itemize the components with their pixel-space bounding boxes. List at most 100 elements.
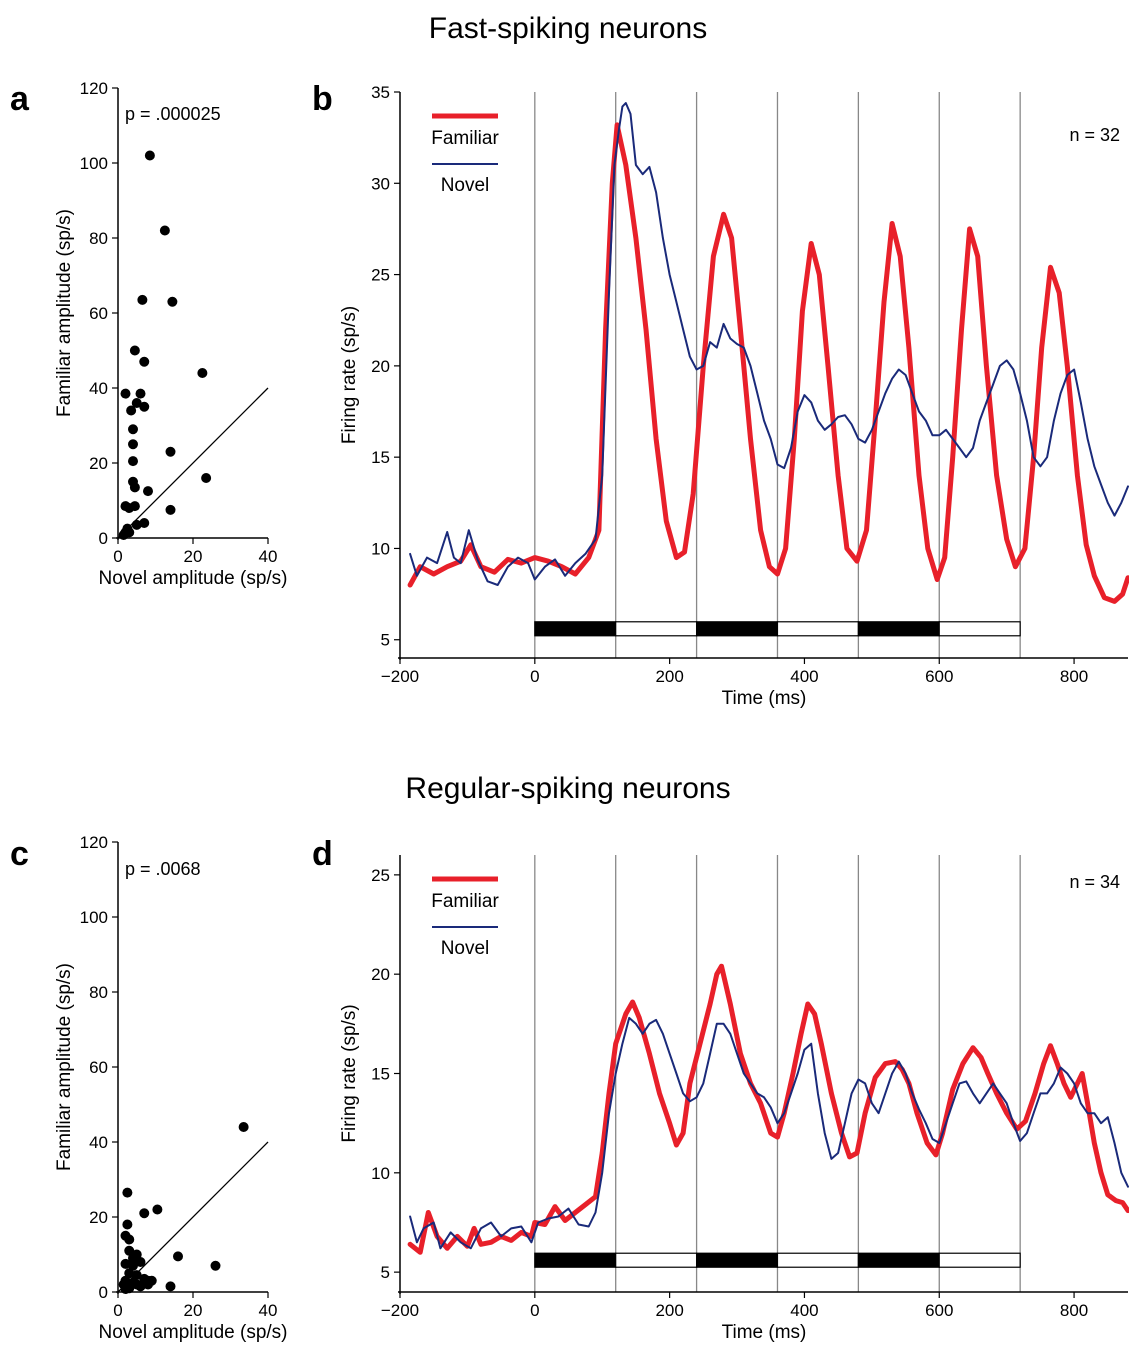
y-tick-label: 25 (371, 866, 390, 885)
y-tick-label: 120 (80, 833, 108, 852)
data-point (135, 1257, 146, 1267)
panel-a-scatter: 0 20 40 0 20 40 60 80 100 120 Novel amplitude (sp/… (10, 79, 288, 589)
data-point (137, 294, 148, 305)
series-line-novel (409, 1016, 1129, 1250)
data-point (120, 388, 131, 399)
panel-label: b (312, 80, 333, 118)
stimulus-bar-block (534, 1252, 617, 1268)
title-fast-spiking: Fast-spiking neurons (429, 12, 707, 45)
stimulus-bar-block (695, 1252, 779, 1268)
legend-label-familiar: Familiar (431, 891, 499, 912)
y-tick-label: 40 (89, 1133, 108, 1152)
x-tick-label: −200 (381, 667, 419, 686)
data-point (120, 1258, 131, 1269)
x-tick-label: −200 (381, 1301, 419, 1320)
y-tick-label: 20 (371, 965, 390, 984)
stimulus-bar-block (857, 1252, 940, 1268)
y-axis-label: Firing rate (sp/s) (339, 1004, 360, 1142)
n-annotation: n = 32 (1069, 125, 1120, 145)
data-point (131, 519, 142, 530)
panel-label: a (10, 80, 30, 118)
legend-label-familiar: Familiar (431, 128, 499, 149)
x-tick-label: 200 (655, 667, 683, 686)
x-tick-label: 600 (925, 1301, 953, 1320)
y-tick-label: 40 (89, 379, 108, 398)
data-point (146, 1275, 157, 1286)
data-point (128, 1260, 138, 1271)
x-tick-label: 0 (530, 667, 539, 686)
legend-label-novel: Novel (441, 938, 490, 959)
y-axis-label: Familiar amplitude (sp/s) (54, 209, 75, 417)
data-point (129, 501, 140, 512)
y-tick-label: 15 (371, 1065, 390, 1084)
x-tick-label: 0 (113, 547, 122, 566)
y-tick-label: 80 (89, 983, 108, 1002)
data-point (238, 1122, 249, 1132)
data-point (128, 439, 138, 450)
x-tick-label: 800 (1060, 667, 1088, 686)
y-tick-label: 10 (371, 1164, 390, 1183)
data-point (131, 398, 142, 408)
stimulus-bar-block (938, 621, 1021, 637)
data-point (131, 1249, 142, 1260)
stimulus-bar-block (615, 1252, 698, 1268)
n-annotation: n = 34 (1069, 872, 1120, 892)
stimulus-bar-block (534, 621, 617, 637)
y-tick-label: 20 (89, 454, 108, 473)
data-point (124, 1268, 135, 1279)
y-tick-label: 30 (371, 174, 390, 193)
data-point (143, 486, 153, 497)
data-point (126, 405, 137, 416)
data-point (129, 345, 140, 356)
legend-label-novel: Novel (441, 175, 490, 196)
stimulus-bar-block (776, 1252, 859, 1268)
x-tick-label: 40 (259, 1301, 278, 1320)
y-tick-label: 20 (371, 357, 390, 376)
data-point (167, 296, 178, 307)
data-point (122, 1187, 133, 1198)
panel-b-line-chart: −200 0 200 400 600 800 5 10 15 20 25 30 35 Time (ms) F… (312, 80, 1129, 709)
data-point (139, 1208, 150, 1219)
x-tick-label: 0 (113, 1301, 122, 1320)
panel-label: c (10, 835, 29, 873)
data-point (159, 225, 170, 236)
stimulus-bar-block (776, 621, 859, 637)
y-tick-label: 10 (371, 539, 390, 558)
data-point (210, 1260, 221, 1271)
x-axis-label: Novel amplitude (sp/s) (98, 568, 287, 589)
data-point (124, 1245, 135, 1256)
x-tick-label: 800 (1060, 1301, 1088, 1320)
y-tick-label: 0 (99, 529, 108, 548)
data-point (165, 446, 176, 457)
y-axis-label: Familiar amplitude (sp/s) (54, 963, 75, 1171)
data-point (131, 1270, 142, 1281)
stimulus-bar-block (857, 621, 940, 637)
data-point (165, 504, 176, 515)
data-point (139, 401, 150, 412)
y-tick-label: 15 (371, 448, 390, 467)
data-point (152, 1204, 163, 1215)
unity-line (117, 1141, 269, 1293)
x-tick-label: 400 (790, 667, 818, 686)
unity-line (117, 387, 269, 539)
y-tick-label: 100 (80, 908, 108, 927)
y-tick-label: 120 (80, 79, 108, 98)
p-value-annotation: p = .000025 (125, 104, 221, 124)
title-regular-spiking: Regular-spiking neurons (405, 772, 730, 805)
data-point (139, 356, 150, 367)
x-axis-label: Time (ms) (722, 1322, 807, 1343)
stimulus-bar-block (615, 621, 698, 637)
x-axis-label: Novel amplitude (sp/s) (98, 1322, 287, 1343)
data-point (129, 482, 140, 493)
data-point (124, 1234, 135, 1245)
stimulus-bar-block (938, 1252, 1021, 1268)
data-point (135, 1281, 146, 1292)
data-point (165, 1281, 176, 1292)
y-tick-label: 100 (80, 154, 108, 173)
data-point (128, 456, 138, 467)
y-tick-label: 60 (89, 1058, 108, 1077)
x-axis-label: Time (ms) (722, 688, 807, 709)
x-tick-label: 20 (184, 547, 203, 566)
y-tick-label: 35 (371, 83, 390, 102)
